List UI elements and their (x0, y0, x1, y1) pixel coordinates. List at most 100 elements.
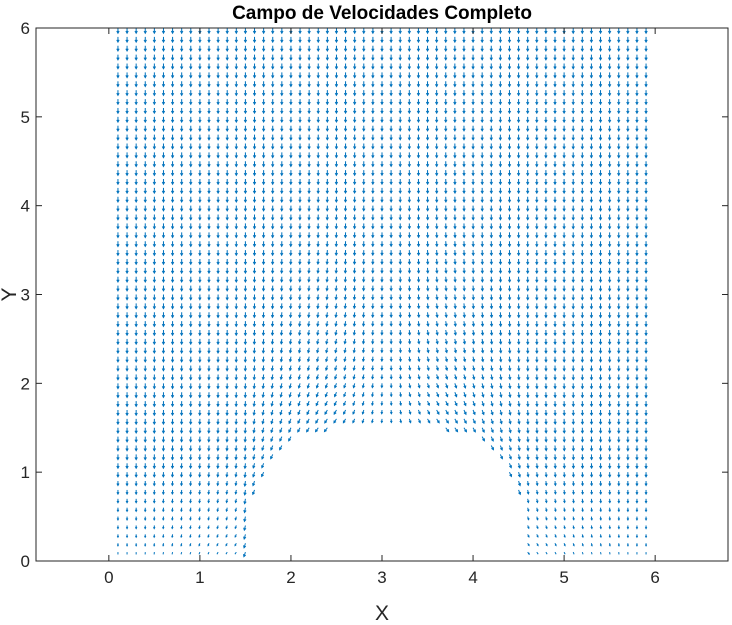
velocity-arrow (270, 258, 275, 266)
velocity-arrow (334, 383, 337, 389)
velocity-arrow (380, 90, 384, 97)
velocity-arrow (252, 232, 257, 239)
velocity-arrow (325, 223, 329, 230)
velocity-arrow (134, 28, 138, 35)
velocity-arrow (243, 338, 248, 346)
velocity-arrow (161, 152, 166, 159)
velocity-arrow (207, 321, 211, 328)
velocity-arrow (362, 63, 366, 70)
velocity-arrow (408, 392, 412, 398)
velocity-arrow (198, 489, 202, 495)
velocity-arrow (380, 36, 384, 44)
velocity-arrow (152, 116, 157, 124)
velocity-arrow (600, 552, 602, 555)
velocity-arrow (234, 90, 238, 97)
velocity-arrow (125, 90, 129, 97)
velocity-arrow (298, 294, 302, 301)
velocity-arrow (170, 445, 175, 452)
velocity-arrow (398, 258, 402, 265)
velocity-arrow (170, 436, 175, 443)
velocity-arrow (398, 267, 402, 274)
velocity-arrow (225, 427, 229, 434)
velocity-arrow (353, 81, 357, 88)
velocity-arrow (243, 525, 247, 532)
velocity-arrow (252, 427, 256, 434)
velocity-arrow (352, 409, 356, 415)
velocity-arrow (171, 516, 174, 521)
velocity-arrow (371, 45, 375, 52)
velocity-arrow (243, 285, 248, 292)
velocity-arrow (152, 223, 157, 230)
velocity-arrow (380, 303, 384, 310)
velocity-arrow (380, 161, 384, 168)
velocity-arrow (306, 427, 310, 433)
velocity-arrow (298, 81, 302, 88)
velocity-arrow (243, 54, 248, 61)
velocity-arrow (234, 205, 238, 212)
velocity-arrow (316, 161, 320, 168)
velocity-arrow (143, 489, 147, 496)
velocity-arrow (398, 276, 402, 283)
velocity-arrow (343, 27, 348, 35)
velocity-arrow (116, 63, 120, 70)
velocity-arrow (180, 551, 183, 555)
velocity-arrow (234, 321, 238, 328)
velocity-arrow (325, 90, 329, 97)
velocity-arrow (243, 63, 248, 70)
velocity-arrow (289, 143, 293, 150)
velocity-arrow (152, 409, 156, 417)
velocity-arrow (398, 321, 402, 327)
velocity-arrow (362, 276, 366, 283)
velocity-arrow (116, 72, 120, 79)
velocity-arrow (362, 99, 366, 106)
velocity-arrow (180, 534, 183, 539)
velocity-arrow (325, 134, 329, 141)
velocity-arrow (161, 436, 166, 443)
velocity-arrow (407, 90, 411, 97)
velocity-arrow (207, 107, 211, 115)
velocity-arrow (143, 365, 147, 372)
velocity-arrow (380, 125, 384, 132)
velocity-arrow (243, 312, 248, 319)
velocity-arrow (170, 152, 175, 159)
velocity-arrow (407, 161, 411, 168)
velocity-arrow (362, 250, 366, 257)
velocity-arrow (125, 63, 129, 70)
velocity-arrow (225, 312, 229, 319)
velocity-arrow (225, 294, 229, 301)
velocity-arrow (324, 409, 328, 416)
velocity-arrow (271, 187, 275, 195)
velocity-arrow (334, 107, 339, 115)
velocity-arrow (389, 303, 393, 310)
velocity-arrow (134, 90, 138, 97)
velocity-arrow (134, 401, 138, 408)
velocity-arrow (334, 214, 338, 221)
velocity-arrow (362, 161, 366, 168)
velocity-arrow (389, 392, 393, 398)
velocity-arrow (234, 99, 238, 106)
velocity-arrow (116, 276, 120, 283)
velocity-arrow (243, 392, 247, 399)
velocity-arrow (271, 205, 275, 212)
velocity-arrow (398, 347, 402, 354)
velocity-arrow (116, 241, 120, 248)
velocity-arrow (334, 347, 338, 354)
velocity-arrow (398, 152, 402, 159)
velocity-arrow (343, 107, 348, 115)
velocity-arrow (234, 45, 238, 53)
velocity-arrow (407, 125, 411, 132)
velocity-arrow (289, 285, 293, 292)
velocity-arrow (225, 170, 229, 177)
velocity-arrow (279, 312, 284, 319)
velocity-arrow (288, 365, 293, 372)
velocity-arrow (417, 418, 421, 424)
velocity-arrow (343, 276, 347, 283)
velocity-arrow (143, 36, 147, 44)
velocity-arrow (225, 401, 229, 408)
velocity-arrow (362, 152, 366, 159)
velocity-arrow (325, 179, 329, 186)
velocity-arrow (225, 525, 228, 530)
velocity-arrow (252, 152, 257, 159)
velocity-arrow (134, 267, 138, 275)
velocity-arrow (362, 72, 366, 79)
